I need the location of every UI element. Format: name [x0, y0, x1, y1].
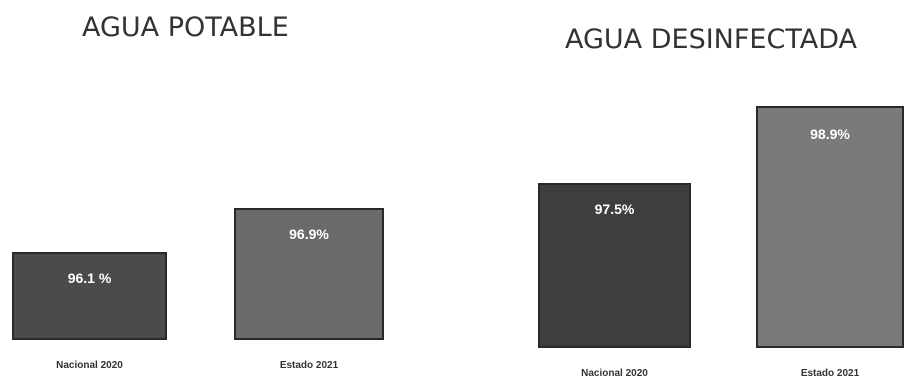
bar-value-label: 96.9%	[289, 225, 329, 242]
chart-title: AGUA POTABLE	[82, 12, 289, 43]
bar-value-label: 96.1 %	[67, 269, 112, 286]
bar: 96.9%	[234, 207, 384, 340]
bar-value-label: 98.9%	[810, 125, 850, 142]
bar-value-label: 97.5%	[594, 200, 635, 217]
category-label: Nacional 2020	[56, 360, 123, 371]
category-label: Estado 2021	[279, 360, 339, 371]
category-label: Nacional 2020	[581, 368, 648, 379]
chart-title: AGUA DESINFECTADA	[565, 24, 857, 55]
bar: 98.9%	[756, 105, 904, 348]
bar: 97.5%	[538, 182, 691, 348]
bar: 96.1 %	[12, 251, 167, 340]
category-label: Estado 2021	[800, 368, 860, 379]
